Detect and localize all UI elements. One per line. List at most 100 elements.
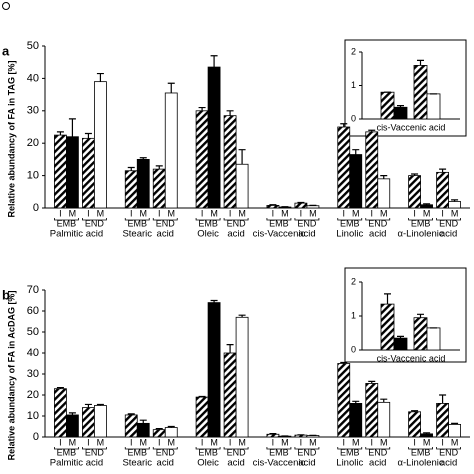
bracket	[82, 218, 107, 221]
error-bar	[155, 428, 163, 430]
bar-label: I	[413, 208, 416, 218]
bar	[94, 405, 107, 438]
bracket	[54, 218, 79, 221]
bar-label: M	[451, 437, 459, 447]
y-axis-label: Relative abundancy of FA in TAG [%]	[6, 60, 16, 217]
error-bar	[269, 204, 277, 206]
y-tick-label: 0	[33, 202, 39, 214]
bar	[94, 81, 107, 209]
category-label: Palmitic	[50, 458, 84, 469]
panel-label: a	[2, 43, 10, 58]
inset-frame	[344, 39, 467, 137]
error-bar	[56, 131, 64, 136]
error-bar	[198, 106, 206, 111]
y-tick-label: 0	[351, 113, 356, 123]
bar	[54, 134, 67, 209]
bracket	[408, 218, 433, 221]
group-label: EMB	[127, 447, 147, 457]
bar-label: I	[272, 437, 275, 447]
y-tick-label: 30	[27, 105, 39, 117]
bar-label: M	[140, 208, 148, 218]
bar-label: I	[130, 437, 133, 447]
y-tick-label: 1	[351, 310, 356, 320]
bar	[152, 168, 166, 209]
bracket	[195, 447, 221, 450]
error-bar	[423, 203, 431, 205]
category-label: cis-Vaccenic acid	[377, 122, 446, 132]
group-label: EMB	[340, 218, 360, 228]
error-bar	[238, 149, 246, 165]
bar-label: M	[238, 437, 246, 447]
bracket	[294, 447, 320, 450]
error-bar	[417, 59, 424, 66]
bracket	[223, 218, 249, 221]
bracket	[266, 218, 292, 221]
y-tick-label: 20	[27, 137, 39, 149]
bar	[223, 115, 237, 209]
error-bar	[384, 293, 391, 305]
bracket	[124, 218, 150, 221]
bar	[448, 201, 461, 209]
bar-label: M	[168, 437, 176, 447]
error-bar	[84, 403, 92, 408]
bar	[408, 175, 421, 209]
y-axis-label: Relative abundancy of FA in AcDAG [%]	[6, 291, 16, 461]
bar	[349, 402, 363, 438]
group-label: END	[156, 447, 176, 457]
group-label: EMB	[269, 447, 289, 457]
bar	[223, 352, 237, 438]
category-label: acid	[227, 458, 244, 469]
group-label: EMB	[269, 218, 289, 228]
bar	[235, 163, 249, 209]
category-label: acid	[298, 229, 315, 240]
bar	[365, 131, 379, 209]
bar-label: M	[281, 437, 289, 447]
category-label: cis-Vaccenic	[253, 458, 306, 469]
bracket	[223, 447, 249, 450]
bracket	[82, 447, 107, 450]
group-label: EMB	[57, 218, 77, 228]
bar-label: I	[413, 437, 416, 447]
y-tick-label: 30	[27, 368, 39, 380]
category-label: Oleic	[197, 458, 219, 469]
bar-label: I	[59, 437, 62, 447]
y-tick-label: 70	[27, 284, 39, 296]
bar	[66, 136, 79, 209]
error-bar	[417, 313, 424, 318]
bar	[164, 92, 178, 209]
bar-label: I	[342, 437, 345, 447]
y-tick-label: 10	[27, 410, 39, 422]
bracket	[294, 218, 320, 221]
bar-label: M	[423, 437, 431, 447]
bar-label: I	[87, 437, 90, 447]
bar-label: M	[352, 208, 360, 218]
error-bar	[210, 55, 218, 68]
category-label: Stearic	[122, 229, 152, 240]
bracket	[266, 447, 292, 450]
group-label: END	[85, 218, 105, 228]
bar-label: M	[380, 208, 388, 218]
group-label: EMB	[411, 447, 431, 457]
bar-label: M	[423, 208, 431, 218]
y-tick-label: 1	[351, 80, 356, 90]
bar	[152, 429, 166, 438]
category-label: acid	[440, 229, 457, 240]
category-label: acid	[298, 458, 315, 469]
bracket	[195, 218, 221, 221]
error-bar	[411, 173, 419, 176]
bracket	[436, 447, 461, 450]
bar	[136, 422, 150, 438]
error-bar	[198, 395, 206, 398]
bar-label: M	[380, 437, 388, 447]
error-bar	[210, 299, 218, 303]
bracket	[124, 447, 150, 450]
error-bar	[68, 118, 76, 137]
bracket	[152, 218, 178, 221]
bar-label: M	[238, 208, 246, 218]
error-bar	[167, 425, 175, 428]
bar	[380, 91, 395, 120]
bar-label: I	[158, 208, 161, 218]
bar-label: M	[309, 437, 317, 447]
bar-label: I	[300, 437, 303, 447]
bar	[235, 316, 249, 438]
